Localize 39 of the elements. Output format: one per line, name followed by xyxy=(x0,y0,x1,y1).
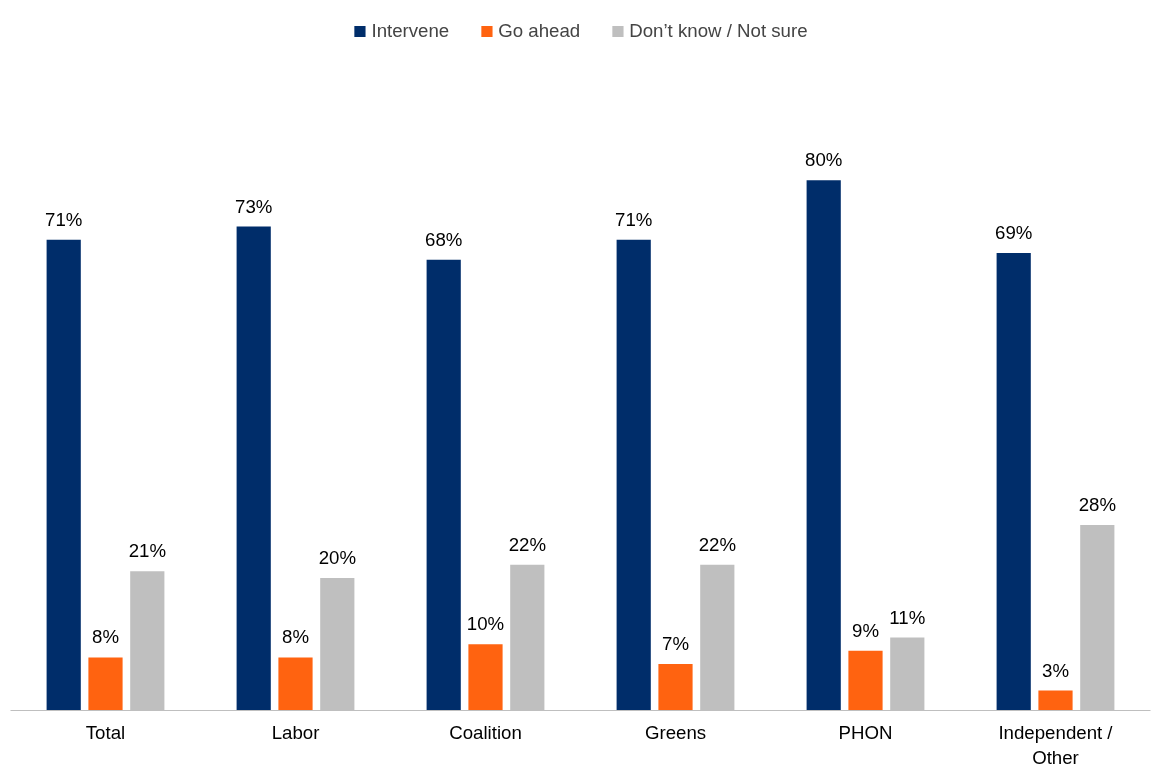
data-label: 3% xyxy=(1042,659,1069,681)
data-label: 22% xyxy=(698,533,736,555)
data-label: 21% xyxy=(128,540,166,562)
bar xyxy=(616,239,651,711)
data-label: 10% xyxy=(466,613,505,635)
bar xyxy=(468,644,503,711)
x-tick-label: Greens xyxy=(644,721,707,743)
data-label: 7% xyxy=(662,633,689,655)
data-label: 8% xyxy=(92,626,119,648)
data-label: 8% xyxy=(282,626,309,648)
data-label: 22% xyxy=(508,533,546,555)
x-tick-label: Coalition xyxy=(449,721,522,743)
data-label: 69% xyxy=(995,222,1033,244)
data-label: 71% xyxy=(45,208,83,230)
data-label: 20% xyxy=(318,546,356,568)
bar xyxy=(426,259,461,711)
x-tick-label: Labor xyxy=(271,721,320,743)
bar xyxy=(1038,690,1073,711)
bar xyxy=(806,180,841,711)
x-tick-label: Independent / Other xyxy=(998,721,1114,768)
data-label: 11% xyxy=(889,606,926,628)
x-tick-label: Total xyxy=(85,721,126,743)
bar xyxy=(88,657,123,711)
bar xyxy=(996,253,1031,711)
legend-label: Go ahead xyxy=(498,20,581,42)
data-label: 73% xyxy=(235,195,273,217)
legend-label: Don’t know / Not sure xyxy=(629,20,808,42)
data-label: 9% xyxy=(852,619,879,641)
data-label: 28% xyxy=(1078,493,1116,515)
bar xyxy=(278,657,313,711)
bar xyxy=(848,650,883,711)
bar xyxy=(658,664,693,711)
data-label: 71% xyxy=(615,208,653,230)
legend-label: Intervene xyxy=(371,20,450,42)
x-tick-label: PHON xyxy=(838,721,893,743)
bar xyxy=(236,226,271,711)
bar xyxy=(46,239,81,711)
data-label: 80% xyxy=(805,149,843,171)
data-label: 68% xyxy=(425,228,463,250)
